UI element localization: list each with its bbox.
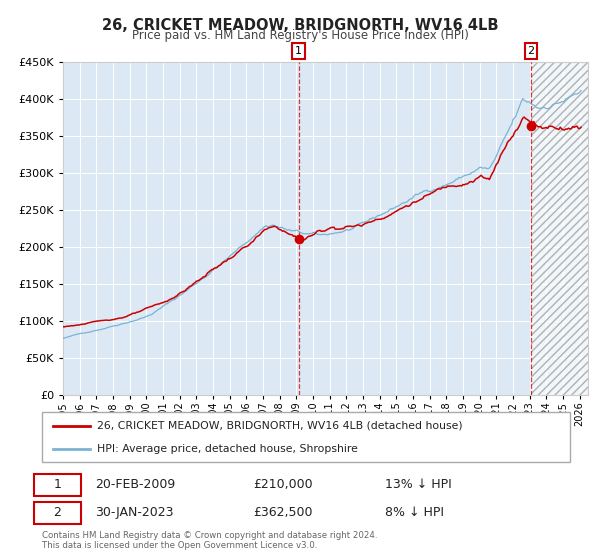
FancyBboxPatch shape (34, 474, 80, 496)
Text: 2: 2 (527, 46, 535, 56)
Text: 30-JAN-2023: 30-JAN-2023 (95, 506, 173, 520)
Text: This data is licensed under the Open Government Licence v3.0.: This data is licensed under the Open Gov… (42, 541, 317, 550)
Text: 20-FEB-2009: 20-FEB-2009 (95, 478, 175, 492)
Bar (531, 62, 588, 395)
FancyBboxPatch shape (42, 412, 570, 462)
Text: 13% ↓ HPI: 13% ↓ HPI (385, 478, 452, 492)
Text: £210,000: £210,000 (253, 478, 313, 492)
Text: £362,500: £362,500 (253, 506, 313, 520)
Text: 26, CRICKET MEADOW, BRIDGNORTH, WV16 4LB: 26, CRICKET MEADOW, BRIDGNORTH, WV16 4LB (102, 18, 498, 33)
Text: 26, CRICKET MEADOW, BRIDGNORTH, WV16 4LB (detached house): 26, CRICKET MEADOW, BRIDGNORTH, WV16 4LB… (97, 421, 463, 431)
Text: Contains HM Land Registry data © Crown copyright and database right 2024.: Contains HM Land Registry data © Crown c… (42, 531, 377, 540)
Text: 1: 1 (295, 46, 302, 56)
Text: 2: 2 (53, 506, 61, 520)
Bar (531, 62, 588, 395)
Text: 8% ↓ HPI: 8% ↓ HPI (385, 506, 444, 520)
FancyBboxPatch shape (34, 502, 80, 524)
Text: Price paid vs. HM Land Registry's House Price Index (HPI): Price paid vs. HM Land Registry's House … (131, 29, 469, 42)
Text: 1: 1 (53, 478, 61, 492)
Text: HPI: Average price, detached house, Shropshire: HPI: Average price, detached house, Shro… (97, 445, 358, 454)
